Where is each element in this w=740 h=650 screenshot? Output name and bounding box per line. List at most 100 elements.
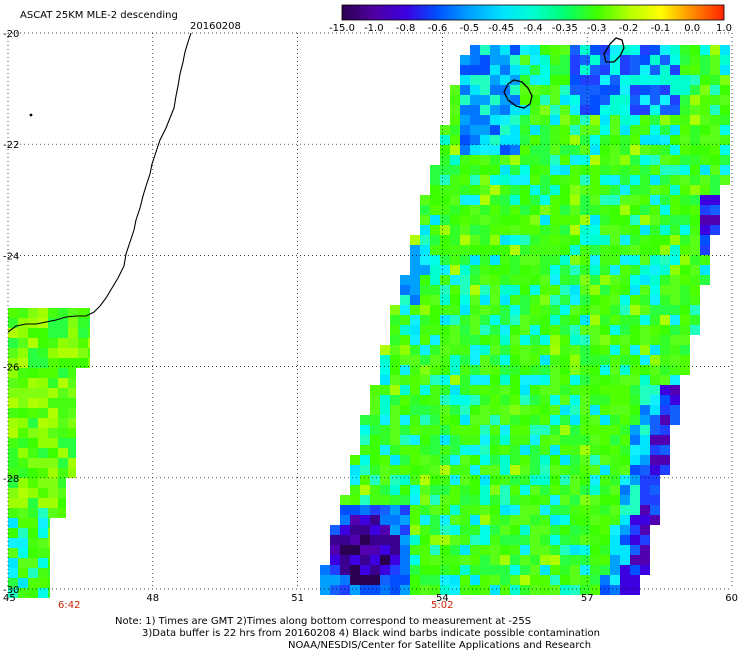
swath-cell	[450, 155, 460, 165]
swath-cell	[540, 85, 550, 95]
swath-cell	[460, 245, 470, 255]
colorbar-gradient	[341, 4, 725, 21]
swath-cell	[540, 275, 550, 285]
swath-cell	[490, 505, 500, 515]
swath-cell	[630, 455, 640, 465]
swath-cell	[400, 495, 410, 505]
swath-cell	[590, 245, 600, 255]
swath-cell	[640, 145, 650, 155]
swath-cell	[430, 515, 440, 525]
swath-cell	[520, 125, 530, 135]
swath-cell	[530, 485, 540, 495]
swath-cell	[720, 125, 730, 135]
swath-cell	[400, 545, 410, 555]
swath-cell	[510, 565, 520, 575]
swath-cell	[520, 535, 530, 545]
swath-cell	[490, 565, 500, 575]
swath-cell	[610, 465, 620, 475]
swath-cell	[650, 405, 660, 415]
swath-cell	[520, 305, 530, 315]
swath-cell	[460, 215, 470, 225]
swath-cell	[560, 265, 570, 275]
swath-cell	[570, 525, 580, 535]
swath-cell	[350, 545, 360, 555]
swath-cell	[38, 478, 48, 488]
swath-cell	[520, 345, 530, 355]
swath-cell	[440, 435, 450, 445]
swath-cell	[570, 425, 580, 435]
swath-cell	[390, 475, 400, 485]
swath-cell	[630, 165, 640, 175]
swath-cell	[700, 165, 710, 175]
swath-cell	[390, 365, 400, 375]
swath-cell	[440, 585, 450, 595]
swath-cell	[580, 515, 590, 525]
swath-cell	[550, 555, 560, 565]
swath-cell	[460, 165, 470, 175]
swath-cell	[490, 195, 500, 205]
swath-cell	[8, 588, 18, 598]
swath-cell	[560, 395, 570, 405]
swath-cell	[560, 135, 570, 145]
swath-cell	[490, 145, 500, 155]
swath-cell	[480, 465, 490, 475]
swath-cell	[450, 515, 460, 525]
swath-cell	[610, 95, 620, 105]
swath-cell	[600, 565, 610, 575]
swath-cell	[580, 95, 590, 105]
swath-cell	[710, 125, 720, 135]
swath-cell	[560, 485, 570, 495]
swath-cell	[470, 275, 480, 285]
swath-cell	[570, 545, 580, 555]
swath-cell	[490, 305, 500, 315]
swath-cell	[540, 565, 550, 575]
swath-cell	[18, 578, 28, 588]
swath-cell	[550, 475, 560, 485]
swath-cell	[500, 145, 510, 155]
swath-cell	[540, 305, 550, 315]
swath-cell	[690, 45, 700, 55]
lon-tick-label: 48	[146, 593, 159, 604]
swath-cell	[480, 525, 490, 535]
swath-cell	[680, 105, 690, 115]
swath-cell	[590, 325, 600, 335]
swath-cell	[640, 105, 650, 115]
swath-cell	[390, 525, 400, 535]
swath-cell	[68, 358, 78, 368]
swath-cell	[570, 255, 580, 265]
swath-cell	[500, 335, 510, 345]
swath-cell	[18, 378, 28, 388]
swath-cell	[430, 535, 440, 545]
swath-cell	[690, 85, 700, 95]
swath-cell	[620, 95, 630, 105]
swath-cell	[590, 255, 600, 265]
swath-cell	[670, 85, 680, 95]
swath-cell	[680, 75, 690, 85]
swath-cell	[390, 305, 400, 315]
swath-cell	[650, 505, 660, 515]
swath-cell	[430, 465, 440, 475]
swath-cell	[630, 545, 640, 555]
swath-cell	[640, 335, 650, 345]
swath-cell	[530, 465, 540, 475]
swath-cell	[480, 305, 490, 315]
swath-cell	[540, 95, 550, 105]
swath-cell	[660, 435, 670, 445]
swath-cell	[500, 495, 510, 505]
swath-cell	[470, 135, 480, 145]
swath-cell	[650, 135, 660, 145]
swath-cell	[570, 485, 580, 495]
swath-cell	[510, 165, 520, 175]
swath-cell	[560, 455, 570, 465]
swath-cell	[500, 235, 510, 245]
swath-cell	[700, 135, 710, 145]
swath-cell	[550, 115, 560, 125]
swath-cell	[540, 515, 550, 525]
swath-cell	[420, 435, 430, 445]
swath-cell	[580, 115, 590, 125]
swath-cell	[48, 468, 58, 478]
swath-cell	[500, 255, 510, 265]
swath-cell	[390, 355, 400, 365]
swath-cell	[490, 55, 500, 65]
swath-cell	[660, 305, 670, 315]
